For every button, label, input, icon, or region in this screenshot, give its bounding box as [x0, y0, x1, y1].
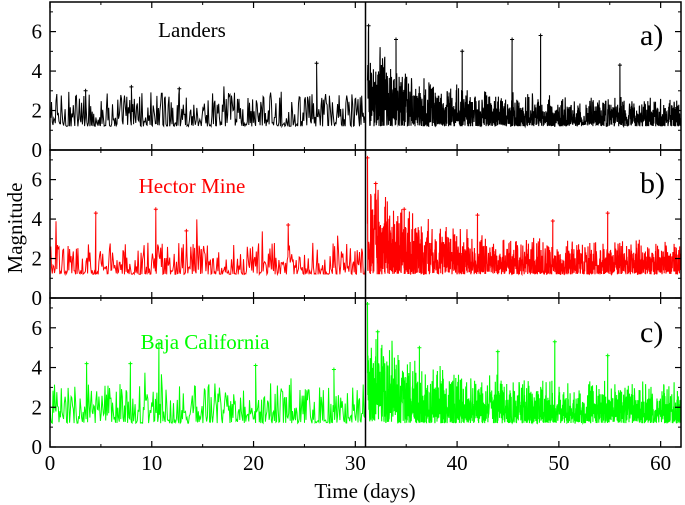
- data-point: [510, 37, 515, 42]
- data-point: [550, 219, 555, 223]
- x-tick-label: 10: [141, 451, 162, 475]
- series-line: [366, 157, 681, 277]
- data-point: [184, 228, 189, 233]
- x-tick-label: 40: [447, 451, 468, 475]
- y-tick-label: 2: [32, 395, 43, 419]
- series-landers-pre: [50, 61, 366, 129]
- panel-letter-a: a): [640, 19, 663, 52]
- y-tick-label: 6: [32, 168, 43, 192]
- y-tick-label: 2: [32, 99, 43, 123]
- x-tick-label: 30: [345, 451, 366, 475]
- data-point: [605, 211, 610, 216]
- data-point: [129, 84, 134, 89]
- series-line: [366, 303, 681, 425]
- data-point: [552, 339, 557, 344]
- data-point: [605, 353, 610, 358]
- data-point: [373, 181, 378, 186]
- series-line: [50, 63, 366, 129]
- data-point: [128, 361, 133, 366]
- y-tick-label: 4: [32, 59, 43, 83]
- x-axis-label: Time (days): [314, 479, 415, 503]
- data-point: [460, 49, 465, 54]
- panel-baja-california: Baja California c): [49, 297, 682, 448]
- y-tick-label: 0: [32, 286, 43, 310]
- y-tick-label: 2: [32, 247, 43, 271]
- series-line: [50, 209, 366, 277]
- series-baja-california-pre: [50, 341, 366, 425]
- data-point: [617, 63, 622, 68]
- y-tick-label: 0: [32, 138, 43, 162]
- data-point: [156, 341, 161, 346]
- data-point: [93, 211, 98, 216]
- panel-letter-b: b): [640, 167, 665, 200]
- x-tick-labels: 0 10 20 30 40 50 60: [45, 451, 671, 475]
- series-baja-california-post: [365, 302, 681, 425]
- data-point: [84, 361, 89, 366]
- panel-title-hector-mine: Hector Mine: [139, 174, 246, 198]
- data-point: [331, 367, 336, 372]
- panel-title-baja-california: Baja California: [141, 330, 271, 354]
- y-tick-label: 4: [32, 207, 43, 231]
- data-point: [314, 61, 319, 66]
- ticks-hector-mine: [49, 150, 681, 299]
- y-tick-label: 4: [32, 356, 43, 380]
- data-point: [253, 363, 258, 368]
- data-point: [402, 207, 407, 212]
- data-point: [83, 88, 88, 93]
- data-point: [286, 223, 291, 227]
- panel-title-landers: Landers: [158, 18, 226, 42]
- x-tick-label: 50: [548, 451, 569, 475]
- panel-hector-mine: Hector Mine b): [49, 149, 682, 299]
- data-point: [153, 207, 158, 212]
- series-hector-mine-post: [365, 155, 681, 277]
- panel-letter-c: c): [640, 316, 663, 349]
- y-axis-label: Magnitude: [3, 183, 27, 274]
- series-line: [50, 343, 366, 425]
- x-tick-label: 60: [650, 451, 671, 475]
- y-tick-labels: 0 2 4 6 0 2 4 6 0 2 4 6: [32, 20, 43, 459]
- data-point: [495, 349, 500, 354]
- data-point: [475, 213, 480, 218]
- data-point: [417, 345, 422, 350]
- data-point: [366, 23, 371, 28]
- data-point: [394, 37, 398, 42]
- series-landers-post: [366, 23, 681, 129]
- y-tick-label: 6: [32, 20, 43, 44]
- data-point: [375, 329, 380, 334]
- y-tick-label: 0: [32, 435, 43, 459]
- data-point: [538, 33, 543, 38]
- data-point: [177, 86, 182, 91]
- x-tick-label: 0: [45, 451, 56, 475]
- series-line: [366, 25, 681, 129]
- x-tick-label: 20: [243, 451, 264, 475]
- series-hector-mine-pre: [50, 207, 366, 277]
- y-tick-label: 6: [32, 316, 43, 340]
